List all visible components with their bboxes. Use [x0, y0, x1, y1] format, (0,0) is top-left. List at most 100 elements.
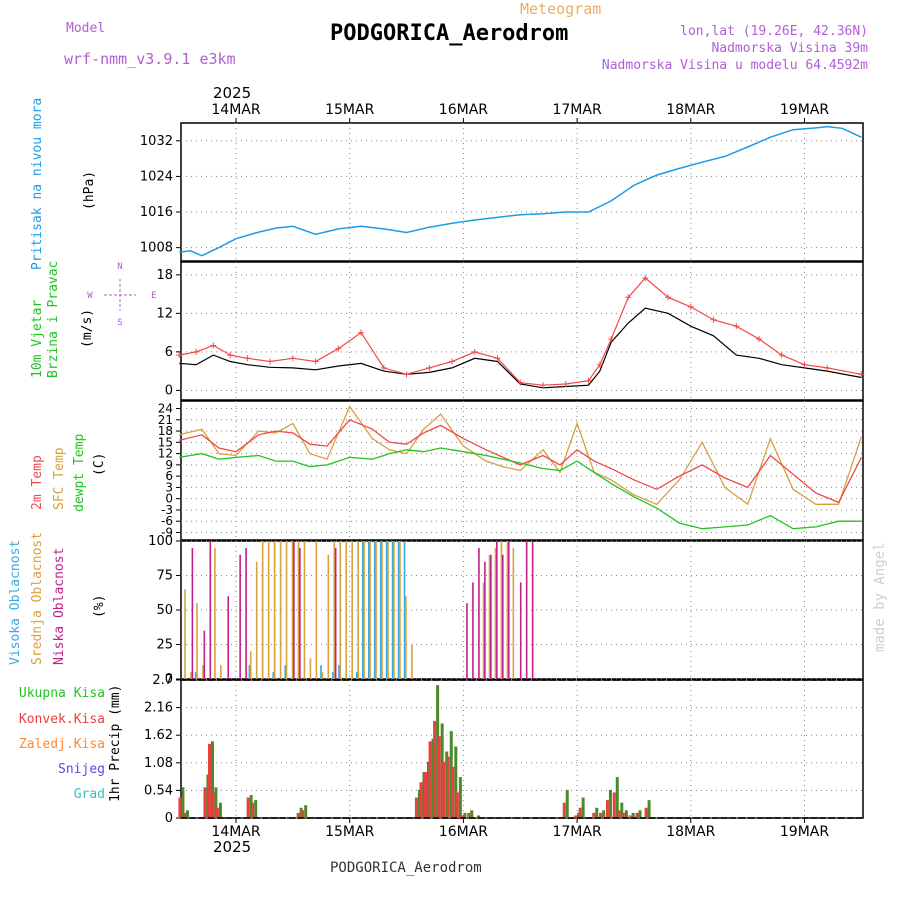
precip-conv-bar-24	[574, 815, 578, 818]
gust-marker-16	[517, 379, 524, 386]
legend-convective-rain: Konvek.Kisa	[18, 712, 105, 727]
precip-total-bar-9	[304, 805, 308, 818]
date-label-bottom-3: 17MAR	[552, 824, 601, 840]
ytick-label-0-3: 1032	[140, 134, 173, 149]
precip-conv-bar-2	[203, 787, 207, 818]
date-label-bottom-4: 18MAR	[666, 824, 715, 840]
precip-total-bar-20	[463, 812, 467, 818]
date-label-top-1: 15MAR	[325, 102, 374, 118]
ytick-label-2-2: -3	[161, 503, 173, 517]
ytick-label-2-7: 12	[158, 447, 173, 461]
precip-total-bar-34	[647, 800, 651, 818]
panel-frame-0	[180, 122, 864, 262]
precip-total-bar-7	[254, 800, 258, 818]
page-title: PODGORICA_Aerodrom	[330, 21, 569, 46]
precip-total-bar-33	[638, 810, 642, 818]
gust-marker-5	[267, 358, 274, 365]
precip-total-bar-29	[615, 777, 619, 818]
precip-conv-bar-18	[451, 766, 455, 818]
precip-conv-bar-23	[562, 802, 566, 818]
precip-total-bar-26	[595, 807, 599, 818]
panel-frame-1	[180, 261, 864, 401]
ytick-label-3-1: 25	[156, 638, 173, 653]
ytick-label-2-3: 0	[165, 492, 173, 506]
date-label-top-4: 18MAR	[666, 102, 715, 118]
panel-frame-4	[180, 679, 864, 819]
ytick-label-2-6: 9	[165, 458, 173, 472]
precip-total-bar-28	[608, 789, 612, 818]
gust-marker-23	[642, 275, 649, 282]
gust-marker-17	[539, 382, 546, 389]
precip-conv-bar-15	[437, 736, 441, 818]
gust-marker-29	[778, 352, 785, 359]
meteogram-label: Meteogram	[520, 0, 602, 18]
precip-total-bar-3	[210, 741, 214, 818]
gust-marker-22	[625, 294, 632, 301]
precip-conv-bar-14	[433, 720, 437, 818]
date-label-bottom-2: 16MAR	[439, 824, 488, 840]
elevation-label: Nadmorska Visina 39m	[711, 41, 868, 56]
precip-conv-bar-26	[592, 812, 596, 818]
precip-total-bar-17	[449, 731, 453, 818]
wind-speed-line	[179, 307, 862, 389]
precip-total-bar-11	[422, 772, 426, 818]
compass-cross	[104, 279, 136, 311]
precip-total-bar-22	[477, 815, 481, 818]
gust-marker-7	[312, 358, 319, 365]
compass-w: W	[87, 291, 93, 301]
precip-total-bar-30	[620, 802, 624, 818]
precip-total-bar-16	[445, 751, 449, 818]
precip-total-bar-25	[581, 797, 585, 818]
precip-total-bar-18	[454, 746, 458, 818]
lonlat-label: lon,lat (19.26E, 42.36N)	[680, 24, 868, 39]
date-label-top-3: 17MAR	[552, 102, 601, 118]
precip-total-bar-14	[436, 685, 440, 818]
gust-marker-13	[449, 358, 456, 365]
gust-marker-21	[608, 336, 615, 343]
precip-conv-bar-33	[635, 812, 639, 818]
gust-marker-15	[494, 355, 501, 362]
precip-conv-bar-27	[599, 812, 603, 818]
precip-conv-bar-9	[301, 810, 305, 818]
ytick-label-3-4: 100	[148, 534, 173, 549]
ytick-label-4-0: 0	[165, 811, 173, 826]
panel-frame-2	[180, 400, 864, 541]
year-bottom: 2025	[213, 838, 252, 856]
precip-conv-bar-30	[617, 810, 621, 818]
precip-total-bar-24	[577, 812, 581, 818]
ytick-label-0-0: 1008	[140, 241, 173, 256]
ytick-label-2-1: -6	[161, 514, 173, 528]
date-label-top-2: 16MAR	[439, 102, 488, 118]
gust-marker-2	[210, 342, 217, 349]
ytick-label-0-1: 1016	[140, 205, 173, 220]
gust-marker-10	[380, 364, 387, 371]
precip-conv-bar-31	[621, 812, 625, 818]
precip-conv-bar-19	[455, 792, 459, 818]
ytick-label-3-0: 0	[165, 672, 173, 687]
sfc-temp-line	[179, 405, 863, 506]
model-label: Model	[66, 21, 106, 36]
precip-total-bar-13	[431, 738, 435, 818]
ytick-label-4-3: 1.62	[144, 728, 173, 743]
compass-e: E	[151, 291, 156, 301]
gust-marker-14	[471, 348, 478, 355]
gust-marker-9	[358, 329, 365, 336]
gust-marker-12	[426, 364, 433, 371]
precip-conv-bar-25	[578, 807, 582, 818]
gust-marker-24	[665, 294, 672, 301]
wind-gust-line	[179, 277, 862, 386]
footer-station: PODGORICA_Aerodrom	[330, 860, 482, 876]
ytick-label-2-4: 3	[165, 480, 173, 494]
ytick-label-4-5: 2.7	[152, 673, 173, 688]
precip-conv-bar-16	[442, 761, 446, 818]
ytick-label-1-1: 6	[165, 345, 173, 360]
ytick-label-2-11: 24	[158, 402, 173, 416]
gust-marker-31	[824, 364, 831, 371]
ytick-label-2-10: 21	[158, 413, 173, 427]
pressure-line	[179, 125, 862, 257]
precip-total-bar-4	[214, 787, 218, 818]
precip-conv-bar-22	[474, 816, 478, 818]
precip-conv-bar-29	[612, 792, 616, 818]
precip-conv-bar-0	[178, 797, 182, 818]
ytick-label-4-1: 0.54	[144, 783, 173, 798]
